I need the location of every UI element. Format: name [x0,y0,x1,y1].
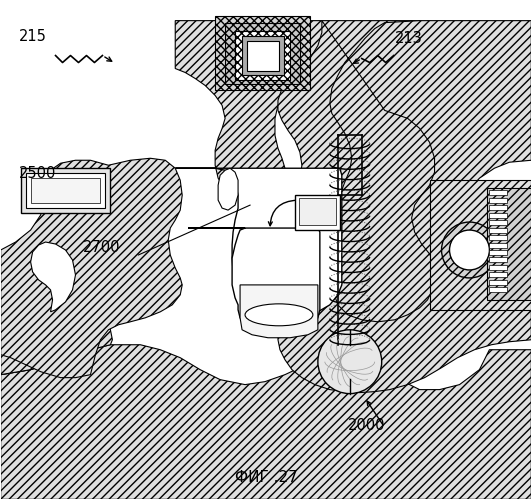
Polygon shape [175,20,310,198]
Bar [489,235,508,240]
Bar [489,212,508,218]
Bar [489,258,508,262]
Bar [489,280,508,285]
Polygon shape [310,20,435,225]
Bar [489,190,508,195]
Bar [487,188,531,300]
Bar [489,265,508,270]
Text: 2000: 2000 [348,418,385,432]
Text: 2700: 2700 [82,240,120,255]
Bar [489,288,508,292]
Text: 213: 213 [395,30,422,46]
Polygon shape [1,275,112,374]
Polygon shape [218,168,238,210]
Bar [489,250,508,255]
Bar [489,198,508,202]
Polygon shape [278,20,531,392]
Circle shape [318,330,381,394]
Polygon shape [31,242,76,312]
Bar [489,205,508,210]
Bar [295,195,340,230]
Text: 215: 215 [19,28,46,44]
Bar [225,22,300,84]
Bar [215,16,310,90]
Text: 2500: 2500 [19,166,56,181]
Polygon shape [175,168,342,317]
Bar [31,178,101,203]
Bar [21,168,111,213]
Text: ФИГ .27: ФИГ .27 [235,470,297,485]
Bar [242,36,284,76]
Bar [235,30,290,80]
Polygon shape [429,180,531,310]
Bar [247,40,279,70]
Bar [489,220,508,225]
Circle shape [442,222,497,278]
Bar [26,173,105,208]
Bar [489,272,508,278]
Polygon shape [1,275,90,374]
Polygon shape [240,285,318,338]
Polygon shape [188,228,320,335]
Polygon shape [1,344,531,500]
Polygon shape [1,158,182,378]
Bar [489,242,508,248]
Bar [489,228,508,232]
Ellipse shape [245,304,313,326]
Circle shape [450,230,489,270]
Bar [299,198,336,225]
